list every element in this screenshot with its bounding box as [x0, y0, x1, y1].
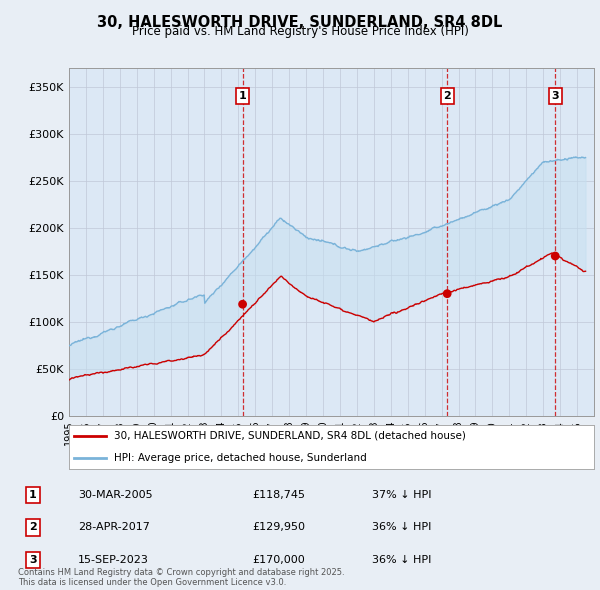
Text: 37% ↓ HPI: 37% ↓ HPI	[372, 490, 431, 500]
Text: Price paid vs. HM Land Registry's House Price Index (HPI): Price paid vs. HM Land Registry's House …	[131, 25, 469, 38]
Text: HPI: Average price, detached house, Sunderland: HPI: Average price, detached house, Sund…	[113, 453, 367, 463]
Text: 3: 3	[29, 555, 37, 565]
Text: 3: 3	[551, 91, 559, 101]
Text: 30, HALESWORTH DRIVE, SUNDERLAND, SR4 8DL: 30, HALESWORTH DRIVE, SUNDERLAND, SR4 8D…	[97, 15, 503, 30]
Point	[550, 251, 560, 261]
Text: Contains HM Land Registry data © Crown copyright and database right 2025.
This d: Contains HM Land Registry data © Crown c…	[18, 568, 344, 587]
Text: 30-MAR-2005: 30-MAR-2005	[78, 490, 152, 500]
Point	[442, 289, 452, 299]
Text: 15-SEP-2023: 15-SEP-2023	[78, 555, 149, 565]
Point	[238, 300, 247, 309]
Text: 1: 1	[239, 91, 247, 101]
Text: 30, HALESWORTH DRIVE, SUNDERLAND, SR4 8DL (detached house): 30, HALESWORTH DRIVE, SUNDERLAND, SR4 8D…	[113, 431, 466, 441]
Text: £129,950: £129,950	[252, 523, 305, 532]
Text: 1: 1	[29, 490, 37, 500]
Text: 36% ↓ HPI: 36% ↓ HPI	[372, 523, 431, 532]
Text: 28-APR-2017: 28-APR-2017	[78, 523, 150, 532]
Text: £170,000: £170,000	[252, 555, 305, 565]
Text: 2: 2	[443, 91, 451, 101]
Text: 36% ↓ HPI: 36% ↓ HPI	[372, 555, 431, 565]
Text: £118,745: £118,745	[252, 490, 305, 500]
Text: 2: 2	[29, 523, 37, 532]
